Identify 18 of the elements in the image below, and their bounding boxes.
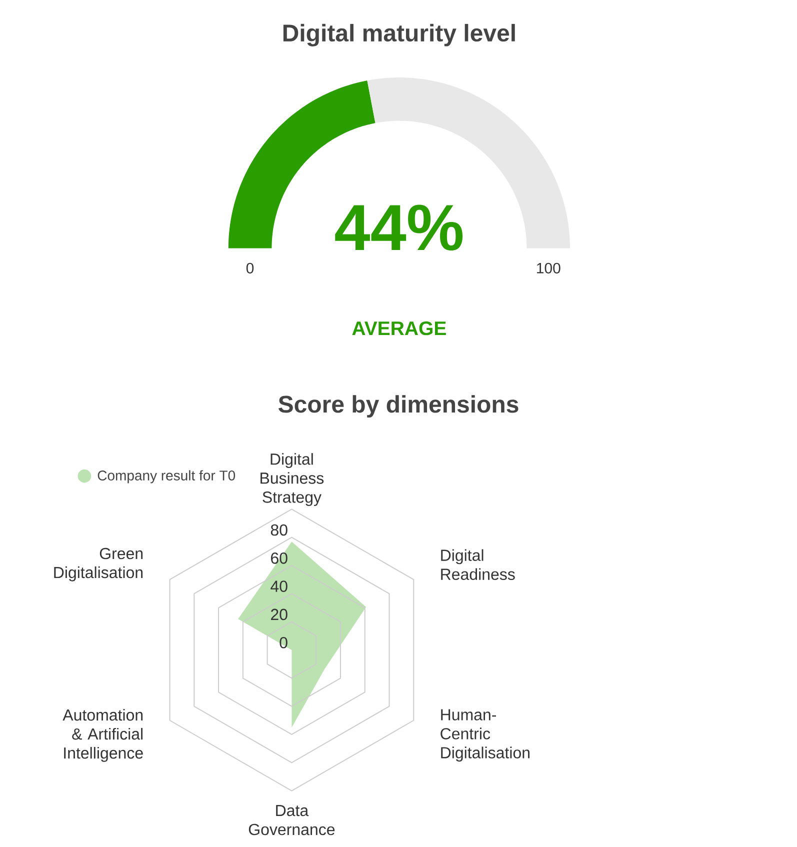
- spoke-label: Digital Readiness: [441, 549, 515, 580]
- spoke-label: Data Governance: [248, 804, 335, 836]
- chart-title: Score by dimensions: [278, 395, 518, 418]
- chart-title: Digital maturity level: [283, 24, 515, 46]
- y-tick-label: 20: [271, 608, 288, 620]
- y-tick-label: 80: [270, 524, 288, 536]
- legend-label: Company result for T0: [98, 470, 236, 484]
- spoke-label: Automation & Artificial Intelligence: [62, 708, 143, 762]
- text: 100: [537, 262, 560, 274]
- y-tick-label: 60: [271, 552, 288, 564]
- text: AVERAGE: [352, 321, 446, 336]
- y-tick-label: 40: [270, 580, 288, 592]
- y-tick-label: 0: [280, 636, 288, 648]
- spoke-label: Digital Business Strategy: [260, 453, 324, 506]
- spoke-label: Green Digitalisation: [54, 548, 143, 582]
- spoke-label: Human-Centric Digitalisation: [440, 709, 530, 762]
- data-label: 44%: [335, 204, 463, 251]
- text: 0: [246, 262, 254, 274]
